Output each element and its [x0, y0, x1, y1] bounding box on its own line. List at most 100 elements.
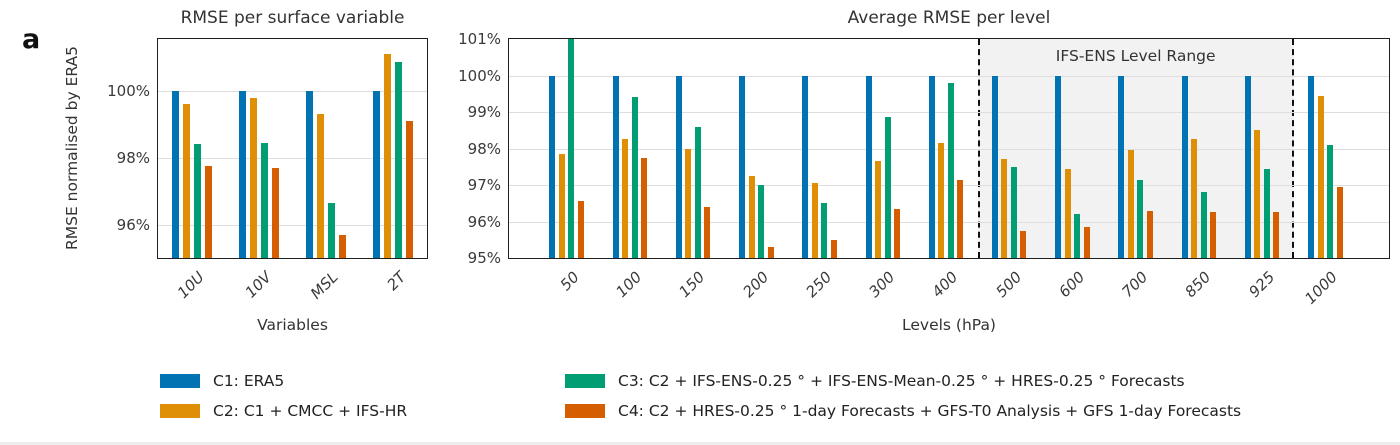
legend-item: C4: C2 + HRES-0.25 ° 1-day Forecasts + G… [565, 400, 1241, 422]
bar [641, 157, 648, 258]
bar [1137, 179, 1144, 258]
bar [1273, 212, 1280, 258]
bar [622, 139, 629, 258]
bar [204, 166, 212, 258]
bar [1146, 210, 1153, 258]
x-tick-label: 925 [1244, 268, 1278, 301]
bar [549, 75, 556, 258]
gridline [509, 75, 1389, 77]
bar [830, 239, 837, 258]
bar [1010, 166, 1017, 258]
y-tick-label: 99% [467, 103, 501, 121]
x-tick-label: MSL [307, 268, 342, 303]
bar [260, 142, 268, 258]
bar [802, 75, 809, 258]
legend-swatch [160, 374, 200, 388]
bar [884, 117, 891, 258]
bar [306, 90, 314, 258]
bar [612, 75, 619, 258]
y-tick-label: 98% [116, 148, 150, 167]
bar [947, 82, 954, 258]
y-tick-label: 100% [458, 66, 501, 85]
bar [406, 120, 414, 258]
gridline [158, 90, 427, 92]
legend-item: C1: ERA5 [160, 370, 407, 392]
bar [991, 75, 998, 258]
surface-chart-ylabel: RMSE normalised by ERA5 [63, 45, 81, 251]
bar [748, 175, 755, 258]
x-tick-label: 200 [739, 268, 773, 301]
bar [1020, 230, 1027, 258]
bar [182, 104, 190, 258]
bar [373, 90, 381, 258]
x-tick-label: 300 [865, 268, 899, 301]
bar [1254, 130, 1261, 258]
bar [328, 202, 336, 258]
legend-item: C3: C2 + IFS-ENS-0.25 ° + IFS-ENS-Mean-0… [565, 370, 1241, 392]
legend-swatch [160, 404, 200, 418]
x-tick-label: 1000 [1301, 268, 1342, 308]
legend-label: C2: C1 + CMCC + IFS-HR [213, 402, 408, 420]
bar [704, 206, 711, 258]
bar [1083, 226, 1090, 258]
y-tick-label: 98% [467, 139, 501, 158]
x-tick-label: 100 [612, 268, 646, 301]
surface-chart-plot: 96% 98% 100% 10U 10V MSL 2T [107, 38, 428, 303]
bar [1055, 75, 1062, 258]
y-tick-label: 95% [467, 249, 501, 267]
bar [694, 126, 701, 258]
bar [395, 62, 403, 258]
bar [271, 167, 279, 258]
bar [1127, 150, 1134, 258]
bar [558, 153, 565, 258]
bar [675, 75, 682, 258]
levels-chart-xlabel: Levels (hPa) [902, 316, 996, 334]
bar [957, 179, 964, 258]
x-tick-label: 10U [173, 268, 208, 302]
y-tick-label: 96% [116, 215, 150, 234]
bar [928, 75, 935, 258]
y-tick-label: 101% [458, 30, 501, 48]
bottom-divider [0, 442, 1400, 445]
bar [1181, 75, 1188, 258]
bar [238, 90, 246, 258]
gridline [158, 157, 427, 159]
y-tick-label: 96% [467, 212, 501, 231]
bar [339, 234, 347, 258]
bar [171, 90, 179, 258]
bar [1327, 144, 1334, 258]
bar [249, 97, 257, 258]
legend-column-2: C3: C2 + IFS-ENS-0.25 ° + IFS-ENS-Mean-0… [565, 370, 1241, 430]
bar [821, 203, 828, 258]
bar [1336, 186, 1343, 258]
x-tick-label: 250 [802, 268, 836, 301]
levels-chart-title: Average RMSE per level [847, 8, 1051, 28]
x-tick-label: 600 [1055, 268, 1089, 301]
bar [384, 54, 392, 258]
bar [767, 247, 774, 258]
bar [685, 148, 692, 258]
bar [894, 208, 901, 258]
legend-column-1: C1: ERA5 C2: C1 + CMCC + IFS-HR [160, 370, 407, 430]
legend-label: C3: C2 + IFS-ENS-0.25 ° + IFS-ENS-Mean-0… [618, 372, 1185, 390]
bar [739, 75, 746, 258]
levels-chart-plot: IFS-ENS Level Range 95% 96% 97% 98% 99% 100% 10… [458, 30, 1390, 308]
bar [1191, 139, 1198, 258]
y-tick-label: 97% [467, 176, 501, 194]
bar [1308, 75, 1315, 258]
bar [1317, 95, 1324, 258]
x-tick-label: 700 [1118, 268, 1152, 301]
legend-item: C2: C1 + CMCC + IFS-HR [160, 400, 407, 422]
legend-label: C4: C2 + HRES-0.25 ° 1-day Forecasts + G… [618, 402, 1242, 420]
bar [1210, 212, 1217, 258]
legend-swatch [565, 404, 605, 418]
bar [577, 201, 584, 258]
bar [193, 144, 201, 258]
x-tick-label: 50 [556, 268, 583, 295]
bar [875, 161, 882, 258]
x-tick-label: 850 [1181, 268, 1215, 301]
surface-chart-xlabel: Variables [257, 316, 328, 334]
bar [1263, 168, 1270, 258]
x-tick-label: 10V [241, 268, 275, 302]
legend-swatch [565, 374, 605, 388]
